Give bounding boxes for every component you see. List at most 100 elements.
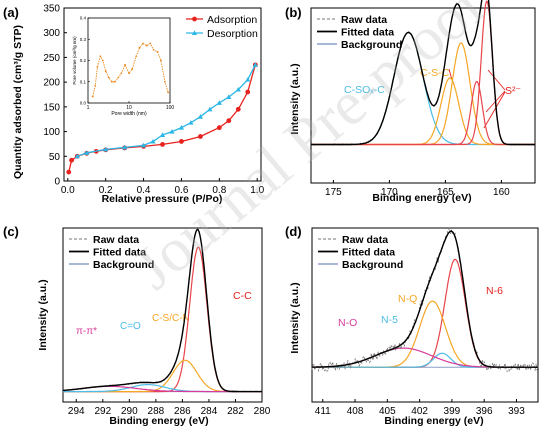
annotation-c-c: C-C <box>233 290 252 302</box>
annotation-c-sox-c: C-SOₓ-C <box>344 84 385 96</box>
panel-a-xtick-label: 0.2 <box>99 185 113 196</box>
annotation-n-q: N-Q <box>398 293 417 305</box>
legend-label: Raw data <box>342 234 388 246</box>
xtick-label: 170 <box>381 187 398 198</box>
inset-point <box>124 63 126 66</box>
fitted-data-line <box>312 230 538 368</box>
panel-a-point <box>179 139 184 144</box>
panel-a-point <box>160 142 165 147</box>
legend-marker <box>191 30 198 35</box>
xtick-label: 294 <box>68 406 85 417</box>
xtick-label: 402 <box>411 406 428 417</box>
panel-a-point <box>245 89 251 95</box>
panel-b-xlabel: Binding energy (eV) <box>372 192 471 204</box>
annotation-n-5: N-5 <box>381 314 398 326</box>
panel-c-ylabel: Intensity (a.u.) <box>37 279 49 350</box>
panel-a-frame <box>63 7 262 182</box>
panel-a-point <box>122 144 128 150</box>
inset-ytick-label: 0.1 <box>80 79 87 84</box>
panel-a-point <box>216 125 222 131</box>
xtick-label: 399 <box>444 406 461 417</box>
panel-a-point <box>252 62 258 67</box>
xtick-label: 160 <box>493 187 510 198</box>
xtick-label: 175 <box>325 187 342 198</box>
panel-d-ylabel: Intensity (a.u.) <box>289 282 301 353</box>
inset-xtick-label: 100 <box>166 105 175 111</box>
inset-point <box>167 91 170 94</box>
panel-a-point <box>66 169 72 175</box>
panel-a-xtick-label: 0.6 <box>174 185 188 196</box>
inset-point <box>156 51 159 53</box>
panel-a-point <box>84 150 90 155</box>
panel-a-point <box>216 100 222 105</box>
component-peak <box>312 258 538 368</box>
panel-d-xlabel: Binding energy (eV) <box>384 415 483 427</box>
inset-point <box>163 80 166 83</box>
inset-point <box>113 80 116 83</box>
panel-a-point <box>226 94 232 99</box>
panel-a-xtick-label: 0.0 <box>61 185 75 196</box>
panel-b-ylabel: Intensity (a.u.) <box>289 63 301 134</box>
panel-a-point <box>178 125 185 130</box>
panel-a-ytick-label: 50 <box>49 152 61 163</box>
xtick-label: 396 <box>476 406 493 417</box>
panel-a-ytick-label: 150 <box>43 102 60 113</box>
legend-label: Raw data <box>93 234 139 246</box>
legend-label: Background <box>93 259 154 271</box>
inset-xlabel: Pore width (nm) <box>111 111 147 117</box>
panel-a-point <box>150 138 156 144</box>
panel-c-label: (c) <box>3 224 19 239</box>
annotation-pi-pi: π-π* <box>76 326 97 337</box>
xtick-label: 393 <box>508 406 525 417</box>
inset-ytick-label: 0.4 <box>80 16 87 21</box>
panel-d-label: (d) <box>285 224 302 239</box>
panel-a-point <box>188 120 194 125</box>
inset-point <box>152 48 155 51</box>
inset-ytick-label: 0.0 <box>80 101 87 106</box>
inset-point <box>131 68 134 70</box>
panel-a-xlabel: Relative pressure (P/Po) <box>102 193 223 205</box>
legend-label: Raw data <box>341 14 387 26</box>
panel-a-point <box>226 118 232 124</box>
panel-c-frame <box>62 227 263 403</box>
panel-a-point <box>235 86 241 92</box>
inset-point <box>101 59 104 62</box>
inset-xtick-label: 10 <box>126 105 132 111</box>
panel-a-point <box>74 153 80 159</box>
panel-a: (a) Quantity adsorbed (cm³/g STP) Relati… <box>3 4 265 206</box>
inset-ytick-label: 0.2 <box>80 58 87 63</box>
xtick-label: 405 <box>379 406 396 417</box>
inset-point <box>91 95 94 98</box>
fitted-data-line <box>311 0 535 146</box>
panel-b: (b) Intensity (a.u.) Binding energy (eV)… <box>285 0 536 204</box>
legend-label: Fitted data <box>342 247 395 259</box>
xtick-label: 286 <box>174 406 191 417</box>
inset-point <box>135 55 138 58</box>
panel-a-ytick-label: 200 <box>43 78 60 89</box>
xtick-label: 411 <box>315 406 331 417</box>
xtick-label: 288 <box>148 406 165 417</box>
legend-label: Fitted data <box>93 247 146 259</box>
panel-a-point <box>245 77 251 82</box>
panel-a-point <box>197 134 203 139</box>
panel-a-point <box>103 146 109 152</box>
inset-point <box>128 72 130 75</box>
xtick-label: 408 <box>347 406 364 417</box>
inset-point <box>120 72 123 75</box>
fitted-data-line <box>63 228 262 393</box>
legend-label-desorption: Desorption <box>207 28 258 40</box>
panel-a-ytick-label: 0 <box>54 177 60 188</box>
panel-a-point <box>207 106 213 112</box>
annotation-n-6: N-6 <box>486 285 503 297</box>
panel-d: (d) Intensity (a.u.) Binding energy (eV)… <box>285 224 539 427</box>
panel-a-xtick-label: 0.4 <box>137 185 151 196</box>
legend-label: Background <box>342 259 403 271</box>
legend-label-adsorption: Adsorption <box>207 14 257 26</box>
inset-point <box>138 46 141 49</box>
panel-c: (c) Intensity (a.u.) Binding energy (eV)… <box>3 224 271 427</box>
panel-a-label: (a) <box>3 5 19 20</box>
xtick-label: 292 <box>94 406 111 417</box>
xtick-label: 284 <box>201 406 218 417</box>
panel-a-ytick-label: 350 <box>43 4 60 15</box>
